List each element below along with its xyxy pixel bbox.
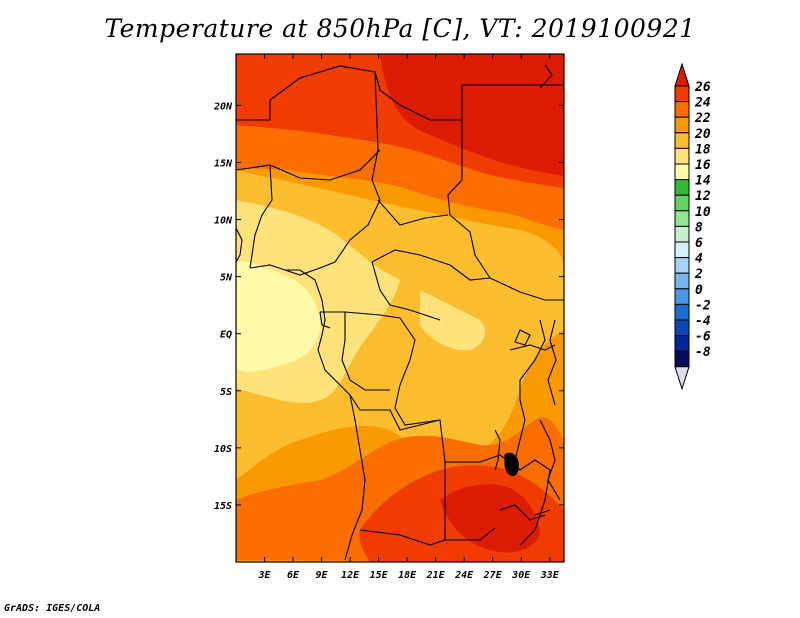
colorbar-swatch xyxy=(674,85,690,103)
country-borders xyxy=(236,64,564,561)
colorbar-label: 24 xyxy=(694,96,711,111)
colorbar-swatch xyxy=(674,194,690,212)
band-14-16 xyxy=(236,260,321,372)
lon-tick-label: 12E xyxy=(341,570,360,581)
colorbar-label: 0 xyxy=(695,283,703,298)
lon-tick-label: 24E xyxy=(454,570,474,581)
colorbar-label: 2 xyxy=(694,267,703,282)
colorbar-swatch xyxy=(674,319,690,337)
colorbar-label: 10 xyxy=(695,205,711,220)
colorbar-label: -8 xyxy=(695,345,711,360)
colorbar-swatch xyxy=(674,303,690,321)
lon-tick-label: 30E xyxy=(511,570,531,581)
colorbar-swatch xyxy=(674,179,690,196)
lat-tick-label: 10S xyxy=(214,444,232,455)
lon-tick-label: 6E xyxy=(287,570,300,581)
latitude-axis: 20N 15N 10N 5N EQ 5S 10S 15S xyxy=(213,101,564,512)
lat-tick-label: 20N xyxy=(213,101,233,112)
colorbar-label: 8 xyxy=(695,220,703,235)
colorbar-swatch xyxy=(674,116,690,134)
lon-tick-label: 27E xyxy=(483,570,503,581)
colorbar-swatch xyxy=(674,225,690,243)
lon-tick-label: 15E xyxy=(370,570,389,581)
lat-tick-label: EQ xyxy=(220,330,232,341)
map-title: Temperature at 850hPa [C], VT: 201910092… xyxy=(104,14,696,43)
colorbar-swatch xyxy=(674,101,690,118)
colorbar-swatch xyxy=(674,288,690,305)
colorbar-label: 12 xyxy=(695,189,711,204)
colorbar-swatch xyxy=(674,132,690,149)
colorbar-swatch xyxy=(674,350,690,368)
band-16-18-inner xyxy=(420,290,486,351)
colorbar-swatch-bottom xyxy=(674,366,690,391)
colorbar-label: -4 xyxy=(695,314,711,329)
lon-tick-label: 18E xyxy=(398,570,417,581)
colorbar-label: 4 xyxy=(695,252,703,267)
lat-tick-label: 15S xyxy=(214,501,232,512)
colorbar-swatch xyxy=(674,272,690,290)
lat-tick-label: 10N xyxy=(214,216,233,227)
longitude-axis: 3E 6E 9E 12E 15E 18E 21E 24E 27E 30E 33E xyxy=(257,54,560,581)
lon-tick-label: 9E xyxy=(316,570,329,581)
map-frame xyxy=(235,53,565,563)
colorbar-swatch xyxy=(674,335,690,352)
lat-tick-label: 5S xyxy=(220,387,232,398)
colorbar-label: -6 xyxy=(695,330,711,345)
colorbar-label: 18 xyxy=(695,142,711,157)
colorbar-label: 14 xyxy=(695,174,711,189)
lon-tick-label: 21E xyxy=(426,570,446,581)
lon-tick-label: 33E xyxy=(540,570,560,581)
colorbar-label: 22 xyxy=(694,111,711,126)
colorbar-label: 20 xyxy=(694,127,711,142)
band-above-26-south xyxy=(440,484,540,553)
colorbar-swatch xyxy=(674,210,690,227)
colorbar-swatch xyxy=(674,147,690,165)
colorbar-label: 16 xyxy=(695,158,711,173)
credit-text: GrADS: IGES/COLA xyxy=(4,603,101,614)
colorbar-label: 6 xyxy=(695,236,703,251)
colorbar-swatch xyxy=(674,257,690,274)
colorbar-label: 26 xyxy=(694,80,711,95)
colorbar-swatch xyxy=(674,163,690,181)
lat-tick-label: 5N xyxy=(220,273,233,284)
lat-tick-label: 15N xyxy=(214,158,233,169)
colorbar-swatch xyxy=(674,241,690,259)
lon-tick-label: 3E xyxy=(257,570,271,581)
colorbar-label: -2 xyxy=(695,298,711,313)
colorbar-swatch-top xyxy=(674,62,690,87)
